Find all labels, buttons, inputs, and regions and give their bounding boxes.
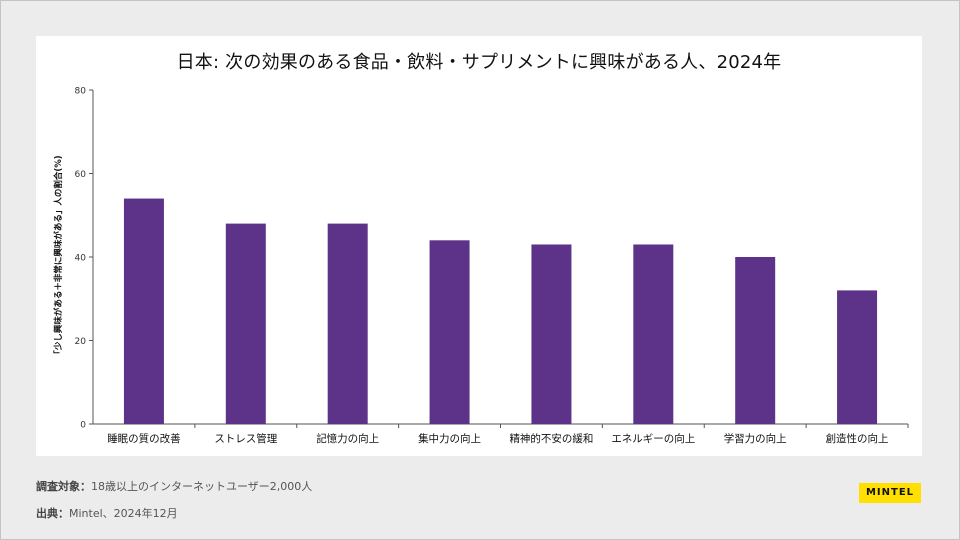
chart-card: 日本: 次の効果のある食品・飲料・サプリメントに興味がある人、2024年 0 20… (36, 36, 922, 456)
bar (327, 223, 368, 424)
mintel-logo: MINTEL (859, 483, 921, 503)
x-tick-label: 集中力の向上 (418, 432, 481, 445)
y-axis-title: 「少し興味がある＋非常に興味がある」人の割合(%) (53, 155, 64, 358)
x-tick-label: ストレス管理 (214, 432, 277, 445)
bar (531, 244, 572, 424)
bar (225, 223, 266, 424)
y-tick-label: 80 (75, 87, 87, 97)
chart-title: 日本: 次の効果のある食品・飲料・サプリメントに興味がある人、2024年 (176, 52, 782, 73)
x-tick-label: エネルギーの向上 (611, 432, 695, 445)
bar (837, 290, 878, 424)
y-tick-label: 60 (75, 170, 87, 180)
x-tick-label: 記憶力の向上 (316, 432, 379, 445)
survey-text: 18歳以上のインターネットユーザー2,000人 (91, 480, 313, 493)
bar (123, 198, 164, 424)
bar-chart: 0 20 40 60 80 「少し興味がある＋非常に興味がある」人の割合(%) 睡眠の質の改… (53, 87, 909, 445)
y-tick-label: 40 (75, 254, 87, 264)
bar (429, 240, 470, 424)
survey-note: 調査対象：18歳以上のインターネットユーザー2,000人 (36, 478, 312, 494)
x-tick-label: 創造性の向上 (826, 432, 889, 445)
source-text: Mintel、2024年12月 (69, 507, 178, 520)
source-label: 出典： (36, 507, 69, 520)
bar (735, 257, 776, 424)
x-tick-label: 学習力の向上 (724, 432, 787, 445)
y-tick-label: 20 (75, 337, 87, 347)
x-tick-label: 睡眠の質の改善 (107, 432, 181, 445)
x-tick-label: 精神的不安の緩和 (509, 432, 593, 445)
y-tick-label: 0 (80, 421, 86, 431)
source-note: 出典：Mintel、2024年12月 (36, 505, 178, 521)
survey-label: 調査対象： (36, 480, 91, 493)
bar (633, 244, 674, 424)
